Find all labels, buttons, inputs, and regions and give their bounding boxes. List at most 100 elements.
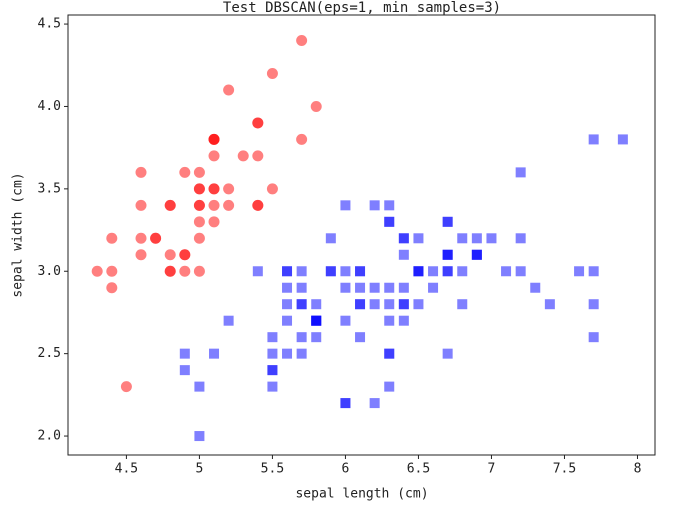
- point: [194, 381, 205, 392]
- point: [340, 315, 351, 326]
- point: [179, 249, 191, 261]
- point: [296, 299, 307, 310]
- point: [237, 150, 249, 162]
- point: [208, 216, 220, 228]
- y-tick-label: 2.5: [38, 346, 61, 361]
- point: [384, 315, 395, 326]
- point: [208, 150, 220, 162]
- y-tick-label: 4.0: [38, 99, 61, 114]
- point: [296, 332, 307, 343]
- point: [179, 265, 191, 277]
- point: [588, 134, 599, 145]
- x-tick-label: 8: [634, 462, 642, 477]
- point: [544, 299, 555, 310]
- point: [311, 332, 322, 343]
- point: [266, 68, 278, 80]
- point: [457, 233, 468, 244]
- point: [325, 233, 336, 244]
- point: [413, 299, 424, 310]
- point: [457, 266, 468, 277]
- point: [428, 266, 439, 277]
- point: [282, 282, 293, 293]
- point: [267, 332, 278, 343]
- point: [369, 299, 380, 310]
- point: [164, 249, 176, 261]
- point: [501, 266, 512, 277]
- point: [310, 100, 322, 112]
- point: [588, 332, 599, 343]
- point: [369, 398, 380, 409]
- point: [209, 348, 220, 359]
- point: [223, 199, 235, 211]
- point: [471, 249, 482, 260]
- y-tick-label: 3.0: [38, 264, 61, 279]
- point: [486, 233, 497, 244]
- point: [208, 199, 220, 211]
- point: [135, 199, 147, 211]
- point: [413, 233, 424, 244]
- point: [223, 315, 234, 326]
- point: [91, 265, 103, 277]
- point: [442, 249, 453, 260]
- point: [296, 35, 308, 47]
- point: [193, 216, 205, 228]
- point: [340, 266, 351, 277]
- x-axis-label: sepal length (cm): [295, 487, 428, 502]
- point: [369, 200, 380, 211]
- point: [282, 266, 293, 277]
- point: [282, 315, 293, 326]
- point: [398, 299, 409, 310]
- point: [384, 200, 395, 211]
- y-tick-label: 3.5: [38, 181, 61, 196]
- point: [296, 133, 308, 145]
- point: [252, 117, 264, 129]
- point: [384, 381, 395, 392]
- point: [267, 348, 278, 359]
- point: [384, 216, 395, 227]
- point: [340, 398, 351, 409]
- point: [179, 365, 190, 376]
- plot-frame: [67, 14, 656, 456]
- point: [398, 282, 409, 293]
- point: [515, 167, 526, 178]
- point: [282, 299, 293, 310]
- point: [588, 266, 599, 277]
- point: [574, 266, 585, 277]
- point: [252, 150, 264, 162]
- point: [398, 249, 409, 260]
- point: [296, 282, 307, 293]
- point: [296, 348, 307, 359]
- point: [193, 232, 205, 244]
- point: [398, 315, 409, 326]
- point: [193, 166, 205, 178]
- point: [179, 166, 191, 178]
- x-tick-label: 4.5: [115, 462, 138, 477]
- x-tick-label: 7.5: [553, 462, 576, 477]
- point: [384, 348, 395, 359]
- point: [193, 265, 205, 277]
- point: [120, 381, 132, 393]
- point: [296, 266, 307, 277]
- y-tick-label: 4.5: [38, 17, 61, 32]
- x-tick-label: 5.5: [261, 462, 284, 477]
- point: [355, 266, 366, 277]
- point: [252, 199, 264, 211]
- point: [106, 265, 118, 277]
- point: [340, 282, 351, 293]
- point: [398, 233, 409, 244]
- point: [252, 266, 263, 277]
- x-tick-label: 7: [488, 462, 496, 477]
- point: [457, 299, 468, 310]
- point: [106, 232, 118, 244]
- point: [208, 183, 220, 195]
- point: [267, 381, 278, 392]
- point: [530, 282, 541, 293]
- point: [471, 233, 482, 244]
- x-tick-label: 6: [342, 462, 350, 477]
- point: [311, 299, 322, 310]
- point: [384, 299, 395, 310]
- point: [311, 315, 322, 326]
- point: [325, 266, 336, 277]
- point: [266, 183, 278, 195]
